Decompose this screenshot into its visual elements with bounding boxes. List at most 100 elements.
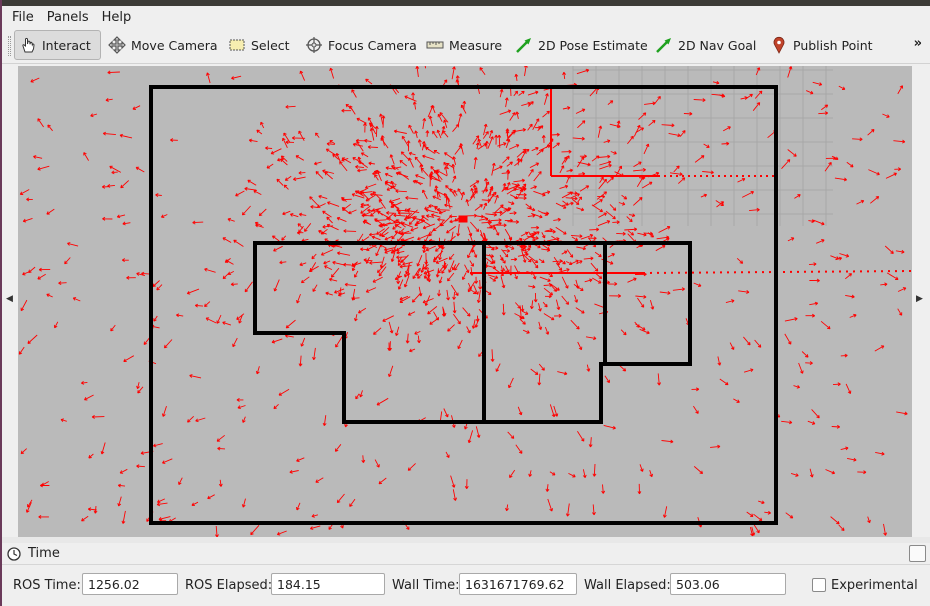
toolbar-grip[interactable] — [8, 36, 11, 56]
particle-arrow — [360, 247, 369, 252]
particle-arrow — [610, 151, 617, 155]
particle-arrow — [365, 287, 377, 293]
particle-arrow — [520, 231, 529, 237]
particle-arrow — [524, 66, 528, 77]
particle-arrow — [194, 303, 204, 308]
particle-arrow — [449, 214, 457, 219]
particle-arrow — [618, 201, 626, 206]
particle-arrow — [648, 119, 656, 127]
interact-tool-button[interactable]: Interact — [14, 30, 101, 60]
menu-file[interactable]: File — [12, 9, 34, 25]
particle-arrow — [360, 203, 369, 209]
wall-time-field[interactable] — [459, 573, 577, 595]
particle-arrow — [110, 324, 116, 332]
particle-arrow — [508, 144, 520, 150]
particle-arrow — [235, 190, 245, 197]
particle-arrow — [538, 303, 542, 312]
particle-arrow — [702, 170, 714, 175]
particle-arrow — [408, 157, 414, 168]
ros-time-field[interactable] — [82, 573, 178, 595]
particle-arrow — [425, 214, 435, 219]
particle-arrow — [592, 463, 597, 477]
particle-arrow — [489, 276, 497, 282]
particle-arrow — [882, 113, 890, 118]
particle-arrow — [637, 297, 645, 308]
nav-goal-tool-button[interactable]: 2D Nav Goal — [651, 30, 760, 60]
particle-arrow — [831, 155, 839, 161]
particle-arrow — [637, 483, 642, 495]
particle-arrow — [636, 176, 644, 188]
particle-arrow — [357, 168, 367, 173]
particle-arrow — [242, 416, 246, 423]
particle-arrow — [381, 115, 386, 128]
panel-splitter[interactable] — [2, 537, 930, 543]
particle-arrow — [867, 129, 875, 136]
particle-arrow — [694, 155, 705, 163]
particle-arrow — [84, 394, 94, 401]
particle-arrow — [361, 236, 370, 243]
particle-arrow — [736, 257, 744, 264]
particle-arrow — [626, 216, 633, 223]
ros-time-label: ROS Time: — [13, 578, 81, 593]
render-viewport[interactable] — [18, 66, 912, 537]
particle-arrow — [360, 152, 369, 158]
particle-arrow — [838, 524, 845, 532]
particle-arrow — [227, 271, 235, 276]
particle-arrow — [232, 337, 238, 348]
particle-arrow — [298, 355, 303, 367]
particle-arrow — [426, 272, 430, 281]
particle-arrow — [536, 148, 544, 156]
publish-point-tool-button[interactable]: Publish Point — [766, 30, 877, 60]
particle-arrow — [425, 208, 439, 214]
particle-arrow — [218, 479, 223, 487]
particle-arrow — [712, 80, 720, 85]
particle-arrow — [395, 326, 400, 337]
particle-arrow — [351, 261, 358, 272]
particle-arrow — [375, 243, 382, 257]
menu-panels[interactable]: Panels — [46, 9, 89, 25]
move-camera-tool-button[interactable]: Move Camera — [104, 30, 222, 60]
particle-arrow — [371, 207, 384, 212]
measure-tool-button[interactable]: Measure — [422, 30, 506, 60]
particle-arrow — [390, 180, 396, 190]
particle-arrow — [895, 249, 905, 254]
particle-arrow — [394, 230, 403, 236]
particle-arrow — [222, 237, 232, 243]
time-panel-close-button[interactable] — [909, 545, 926, 562]
particle-arrow — [525, 203, 532, 209]
particle-arrow — [363, 219, 370, 225]
viewport-right-arrow-icon[interactable]: ▶ — [916, 294, 923, 304]
particle-arrow — [315, 171, 324, 179]
particle-arrow — [632, 197, 643, 206]
particle-arrow — [195, 417, 206, 423]
particle-arrow — [499, 88, 504, 98]
particle-arrow — [276, 530, 287, 536]
particle-arrow — [894, 167, 902, 172]
wall-elapsed-field[interactable] — [670, 573, 786, 595]
particle-arrow — [311, 253, 317, 260]
particle-arrow — [467, 430, 474, 444]
grid-layer — [572, 66, 833, 226]
focus-camera-tool-button[interactable]: Focus Camera — [301, 30, 421, 60]
particle-arrow — [847, 457, 857, 462]
viewport-left-arrow-icon[interactable]: ◀ — [6, 294, 13, 304]
particle-arrow — [88, 453, 94, 459]
menu-help[interactable]: Help — [101, 9, 132, 25]
particle-arrow — [391, 231, 399, 240]
particle-arrow — [37, 273, 46, 280]
select-tool-button[interactable]: Select — [224, 30, 294, 60]
particle-arrow — [516, 192, 527, 197]
particle-arrow — [420, 219, 431, 226]
ros-elapsed-field[interactable] — [271, 573, 385, 595]
toolbar-overflow-button[interactable]: » — [913, 36, 922, 51]
pose-estimate-tool-button[interactable]: 2D Pose Estimate — [511, 30, 652, 60]
particle-arrow — [330, 267, 340, 278]
particle-arrow — [541, 232, 546, 239]
particle-arrow — [605, 210, 616, 220]
experimental-checkbox[interactable] — [812, 578, 826, 592]
particle-arrow — [462, 100, 467, 110]
particle-arrow — [838, 85, 846, 90]
particle-arrow — [126, 275, 136, 280]
particle-arrow — [806, 90, 814, 95]
particle-arrow — [352, 157, 364, 165]
